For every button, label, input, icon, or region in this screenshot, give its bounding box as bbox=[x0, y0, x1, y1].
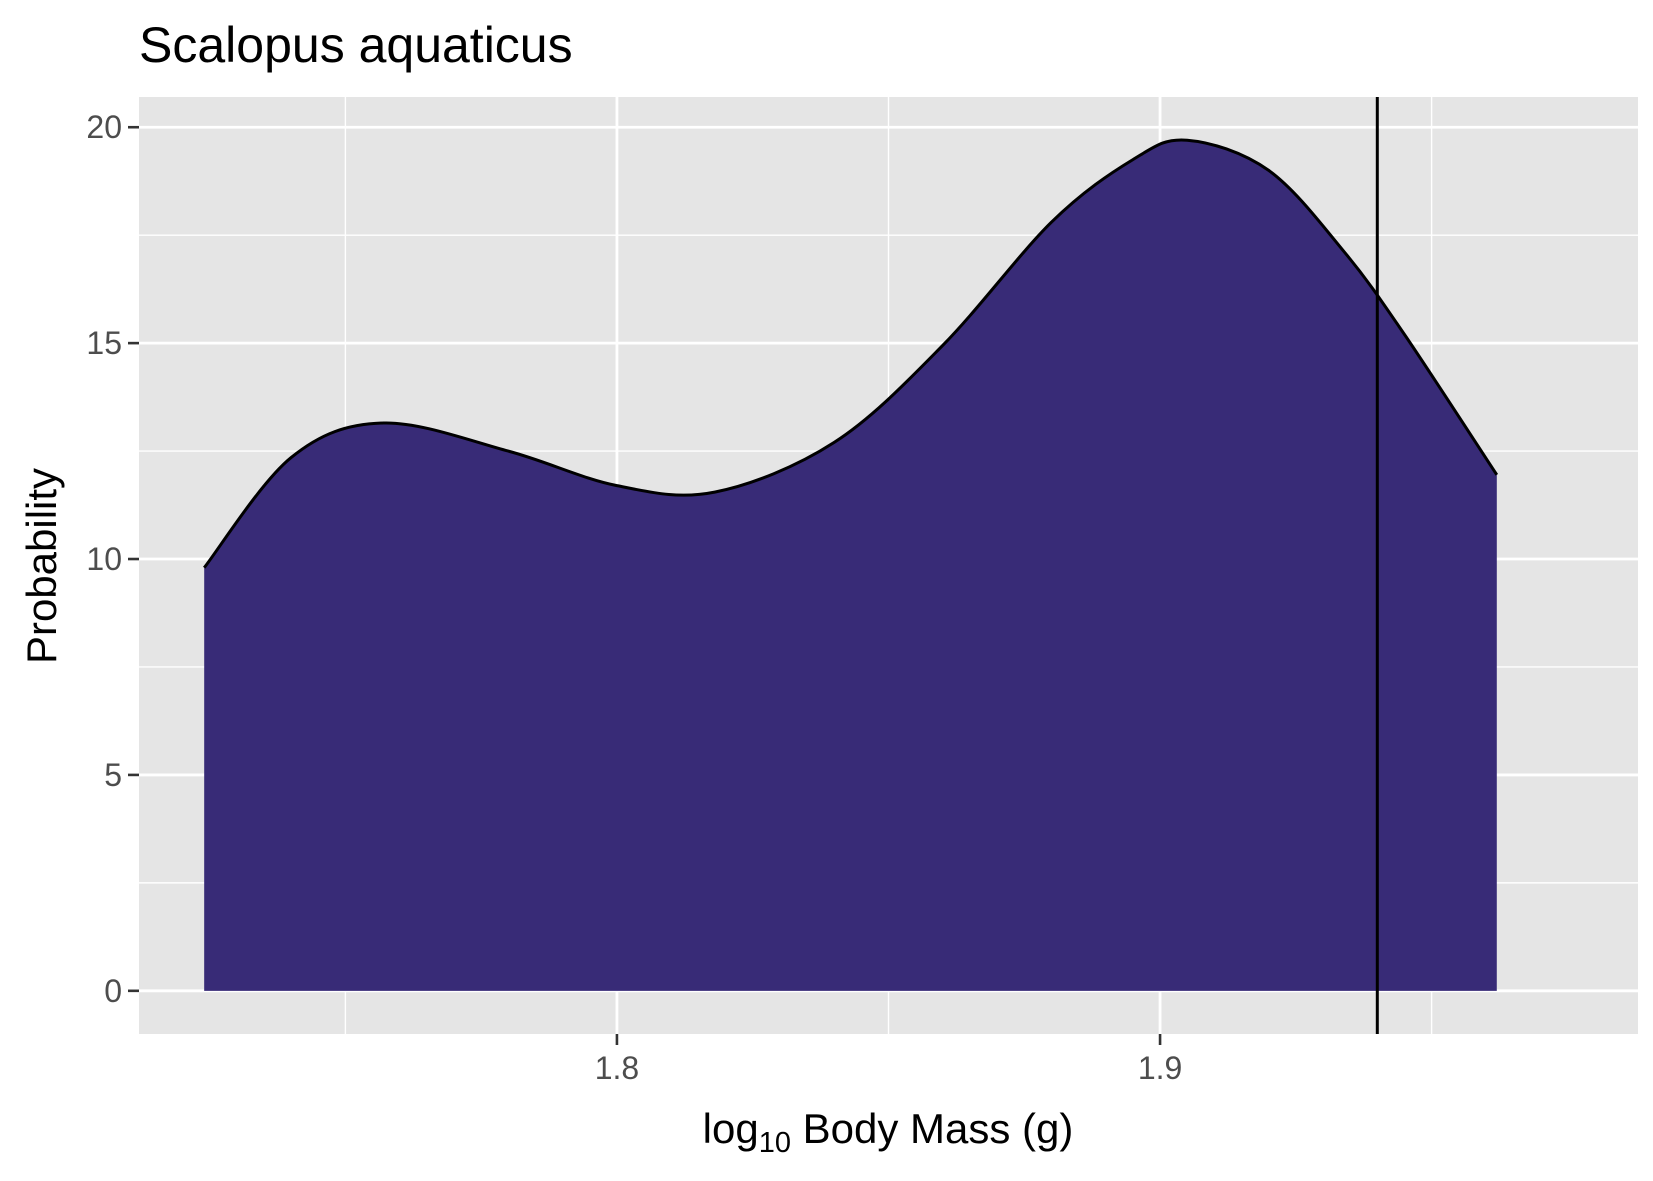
density-curve bbox=[203, 138, 1499, 569]
y-tick-label: 20 bbox=[86, 109, 122, 145]
chart-title: Scalopus aquaticus bbox=[139, 17, 573, 73]
y-axis: 0 5 10 15 20 bbox=[86, 109, 139, 1009]
x-tick-label: 1.8 bbox=[595, 1050, 639, 1086]
y-tick-label: 5 bbox=[104, 757, 122, 793]
x-axis-title: log10 Body Mass (g) bbox=[703, 1105, 1074, 1159]
x-tick-label: 1.9 bbox=[1138, 1050, 1182, 1086]
x-axis-title-subscript: 10 bbox=[759, 1127, 791, 1159]
y-axis-title: Probability bbox=[18, 468, 65, 664]
y-tick-label: 15 bbox=[86, 325, 122, 361]
x-axis: 1.8 1.9 bbox=[595, 1034, 1182, 1086]
x-axis-title-main: log bbox=[703, 1105, 759, 1152]
density-area bbox=[204, 139, 1497, 991]
x-axis-title-rest: Body Mass (g) bbox=[791, 1105, 1073, 1152]
y-tick-label: 10 bbox=[86, 541, 122, 577]
y-tick-label: 0 bbox=[104, 973, 122, 1009]
